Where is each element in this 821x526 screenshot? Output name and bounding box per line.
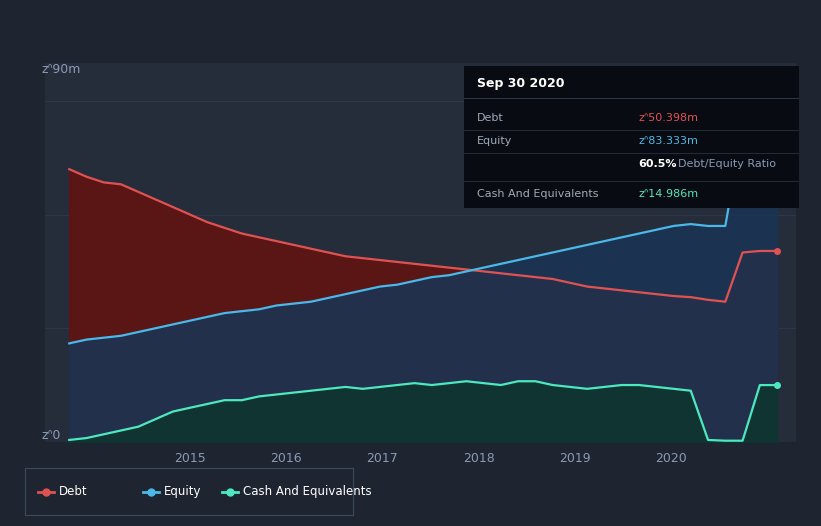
Text: zᐢ83.333m: zᐢ83.333m (638, 136, 698, 146)
Text: zᐢ0: zᐢ0 (41, 429, 61, 442)
Text: zᐢ90m: zᐢ90m (41, 63, 80, 76)
Text: Cash And Equivalents: Cash And Equivalents (477, 188, 599, 199)
Text: Debt: Debt (477, 113, 504, 123)
Text: zᐢ50.398m: zᐢ50.398m (638, 113, 698, 123)
Text: 60.5%: 60.5% (638, 159, 677, 169)
Text: Cash And Equivalents: Cash And Equivalents (243, 485, 372, 498)
Text: Sep 30 2020: Sep 30 2020 (477, 77, 565, 90)
Text: zᐢ14.986m: zᐢ14.986m (638, 188, 698, 199)
Text: Equity: Equity (477, 136, 512, 146)
Text: Equity: Equity (164, 485, 202, 498)
Text: Debt: Debt (59, 485, 88, 498)
Text: Debt/Equity Ratio: Debt/Equity Ratio (678, 159, 776, 169)
